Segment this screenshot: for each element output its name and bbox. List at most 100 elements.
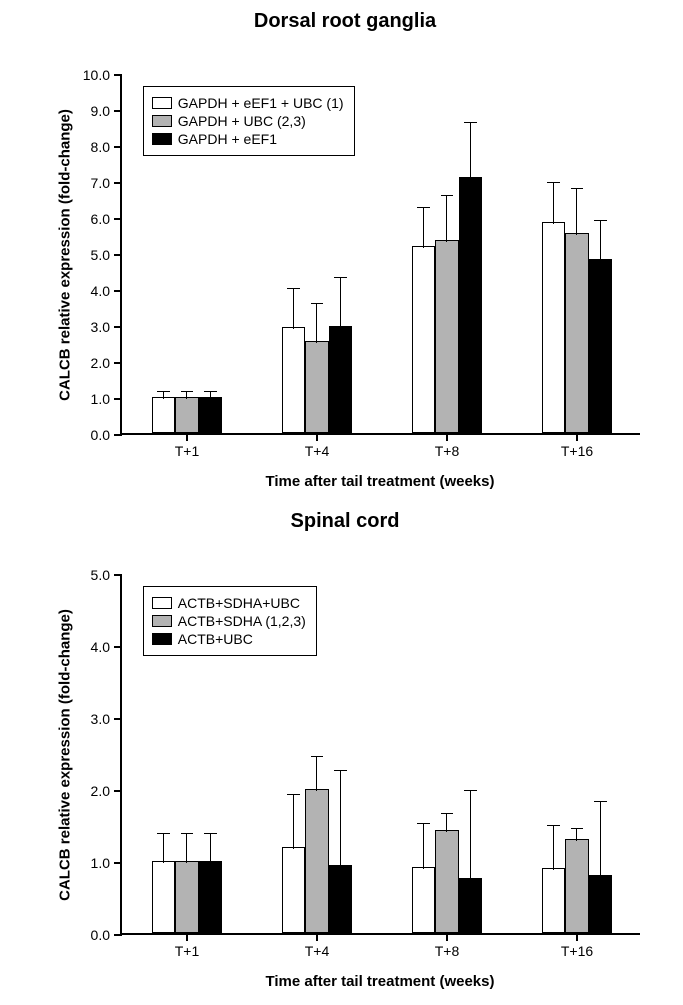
error-whisker [316, 304, 317, 344]
error-cap [157, 391, 170, 392]
error-cap [571, 188, 584, 189]
error-cap [441, 813, 454, 814]
y-tick-label: 1.0 [91, 855, 122, 871]
error-cap [157, 833, 170, 834]
bar [175, 861, 198, 933]
legend-item: ACTB+UBC [152, 631, 306, 647]
y-tick-label: 10.0 [83, 67, 122, 83]
error-cap [571, 828, 584, 829]
error-whisker [163, 392, 164, 399]
error-whisker [340, 277, 341, 327]
bar [305, 789, 328, 933]
panel-title: Spinal cord [40, 510, 650, 533]
error-cap [594, 220, 607, 221]
error-whisker [446, 814, 447, 832]
legend-label: ACTB+UBC [178, 631, 253, 647]
legend-swatch [152, 97, 172, 109]
legend-label: GAPDH + eEF1 [178, 131, 277, 147]
error-whisker [293, 795, 294, 849]
y-tick-label: 8.0 [91, 139, 122, 155]
panel-spinal: Spinal cord 0.01.02.03.04.05.0T+1T+4T+8T+… [40, 510, 650, 1005]
y-axis-label: CALCB relative expression (fold-change) [57, 609, 74, 901]
legend: ACTB+SDHA+UBCACTB+SDHA (1,2,3)ACTB+UBC [143, 586, 317, 656]
panel-title: Dorsal root ganglia [40, 10, 650, 33]
bar [542, 868, 565, 933]
error-whisker [210, 392, 211, 399]
chart-wrap: 0.01.02.03.04.05.06.07.08.09.010.0T+1T+4… [40, 39, 650, 505]
legend-swatch [152, 633, 172, 645]
bar [565, 839, 588, 933]
error-cap [334, 277, 347, 278]
x-tick-label: T+8 [435, 433, 460, 459]
error-cap [594, 801, 607, 802]
bar [329, 326, 352, 433]
error-cap [204, 391, 217, 392]
figure-root: Dorsal root ganglia0.01.02.03.04.05.06.0… [0, 0, 683, 977]
error-whisker [553, 183, 554, 224]
bar [412, 867, 435, 933]
chart-wrap: 0.01.02.03.04.05.0T+1T+4T+8T+16ACTB+SDHA… [40, 539, 650, 1005]
error-whisker [316, 756, 317, 791]
x-tick-label: T+4 [305, 433, 330, 459]
bar [589, 875, 612, 933]
legend-swatch [152, 133, 172, 145]
plot-area: 0.01.02.03.04.05.0T+1T+4T+8T+16ACTB+SDHA… [120, 575, 640, 935]
error-cap [334, 770, 347, 771]
legend-item: GAPDH + UBC (2,3) [152, 113, 344, 129]
error-whisker [470, 791, 471, 880]
bar [435, 240, 458, 433]
error-cap [287, 794, 300, 795]
y-tick-label: 2.0 [91, 355, 122, 371]
error-cap [464, 790, 477, 791]
error-cap [464, 122, 477, 123]
error-whisker [553, 826, 554, 871]
y-tick-label: 4.0 [91, 283, 122, 299]
bar [565, 233, 588, 433]
error-whisker [423, 208, 424, 248]
y-tick-label: 9.0 [91, 103, 122, 119]
x-axis-label: Time after tail treatment (weeks) [120, 973, 640, 990]
legend-label: GAPDH + UBC (2,3) [178, 113, 306, 129]
plot-area: 0.01.02.03.04.05.06.07.08.09.010.0T+1T+4… [120, 75, 640, 435]
error-cap [547, 182, 560, 183]
error-cap [287, 288, 300, 289]
error-whisker [446, 196, 447, 243]
error-whisker [600, 221, 601, 261]
panel-drg: Dorsal root ganglia 0.01.02.03.04.05.06.0… [40, 10, 650, 505]
bar [282, 327, 305, 433]
legend-swatch [152, 115, 172, 127]
error-whisker [163, 834, 164, 863]
error-whisker [186, 392, 187, 399]
x-tick-label: T+16 [561, 433, 593, 459]
bar [199, 861, 222, 933]
y-tick-label: 3.0 [91, 319, 122, 335]
legend-swatch [152, 615, 172, 627]
bar [459, 878, 482, 933]
error-whisker [600, 802, 601, 878]
bar [175, 397, 198, 433]
error-cap [181, 391, 194, 392]
x-tick-label: T+8 [435, 933, 460, 959]
error-cap [417, 207, 430, 208]
error-cap [441, 195, 454, 196]
y-tick-label: 0.0 [91, 427, 122, 443]
bar [542, 222, 565, 433]
bar [412, 246, 435, 433]
bar [329, 865, 352, 933]
y-tick-label: 0.0 [91, 927, 122, 943]
bar [459, 177, 482, 433]
bar [152, 861, 175, 933]
x-tick-label: T+1 [175, 933, 200, 959]
error-whisker [423, 824, 424, 869]
legend-label: ACTB+SDHA (1,2,3) [178, 613, 306, 629]
error-whisker [340, 771, 341, 867]
y-tick-label: 5.0 [91, 247, 122, 263]
error-cap [311, 303, 324, 304]
y-tick-label: 2.0 [91, 783, 122, 799]
legend-item: ACTB+SDHA (1,2,3) [152, 613, 306, 629]
legend: GAPDH + eEF1 + UBC (1)GAPDH + UBC (2,3)G… [143, 86, 355, 156]
y-tick-label: 6.0 [91, 211, 122, 227]
error-whisker [576, 188, 577, 235]
error-cap [204, 833, 217, 834]
error-cap [311, 756, 324, 757]
